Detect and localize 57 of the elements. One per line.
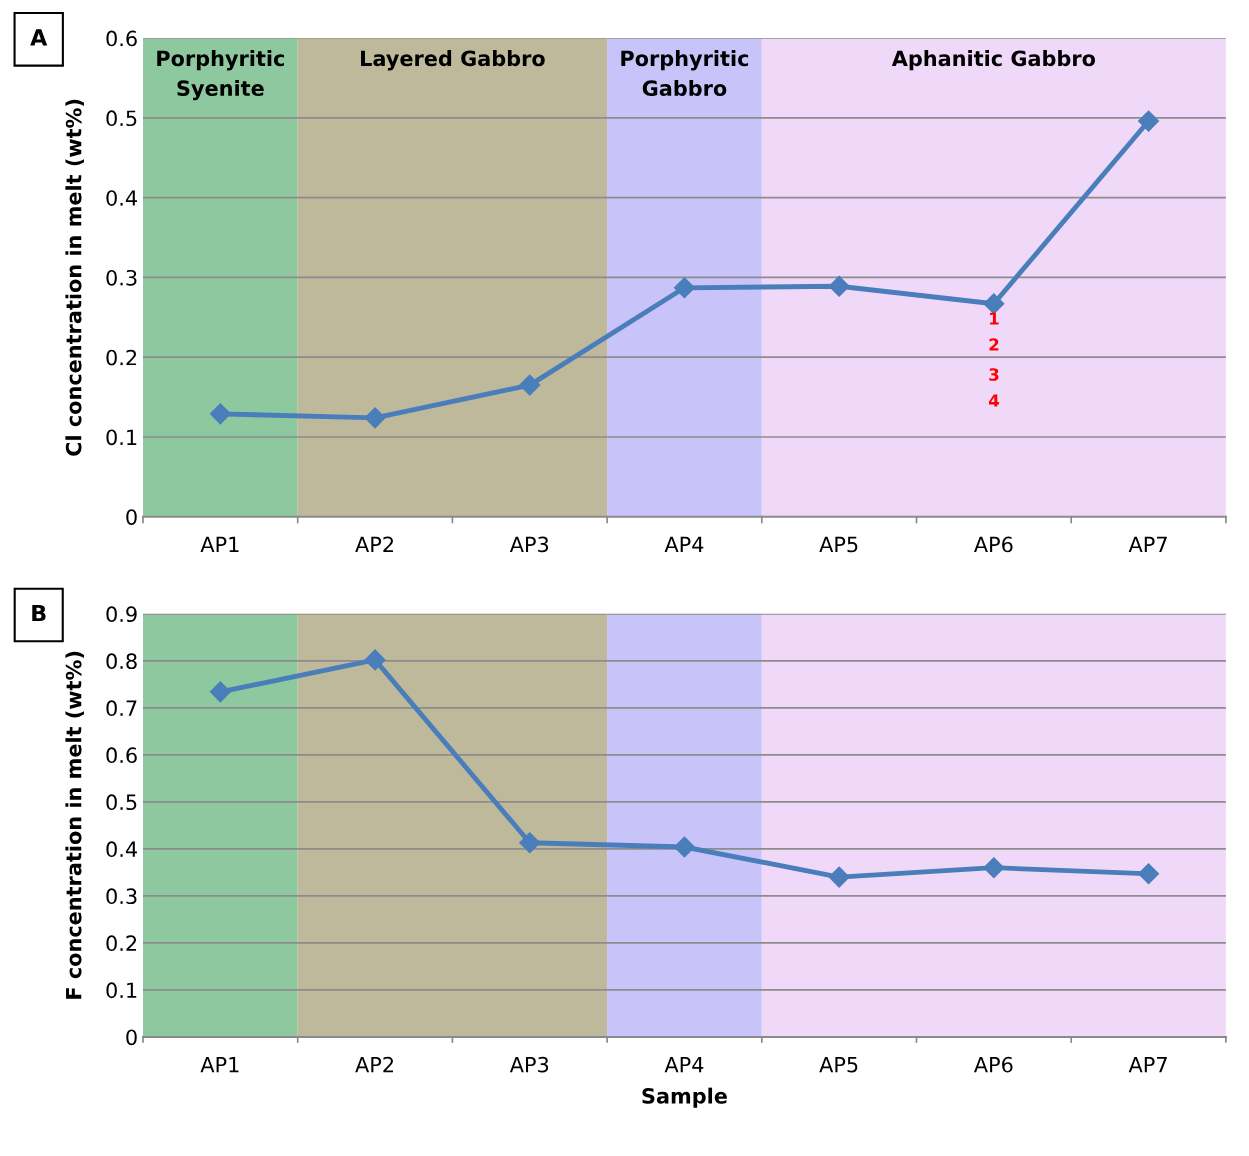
x-tick-label: AP3 <box>509 1056 549 1073</box>
y-tick-label: 0.5 <box>106 110 137 127</box>
x-tick-label: AP7 <box>1128 536 1167 553</box>
y-tick-label: 0 <box>126 509 137 525</box>
band-label: Layered Gabbro <box>361 50 545 71</box>
text: A <box>30 29 48 46</box>
x-tick-label: AP4 <box>664 536 704 553</box>
point <box>519 832 541 854</box>
band-label: Porphyritic Gabbro <box>621 50 749 97</box>
y-tick-label: 0.4 <box>106 190 137 206</box>
y-tick-label: 0.9 <box>106 606 137 623</box>
point <box>364 649 386 671</box>
y-tick-label: 0.6 <box>106 747 137 764</box>
x-tick-label: AP1 <box>200 1057 239 1073</box>
point <box>209 681 231 703</box>
point <box>673 277 695 299</box>
y-tick-label: 0.5 <box>106 794 137 811</box>
y-tick-label: 0.6 <box>106 30 137 47</box>
x-tick-label: AP4 <box>664 1057 704 1073</box>
point <box>209 403 231 425</box>
point <box>364 407 386 429</box>
x-tick-label: AP2 <box>355 1056 394 1073</box>
x-tick-label: AP5 <box>819 1057 858 1073</box>
y-axis-title: F concentration in melt (wt%) <box>65 651 84 999</box>
x-tick-label: AP6 <box>973 536 1013 553</box>
y-tick-label: 0 <box>126 1029 137 1046</box>
point <box>1138 110 1160 132</box>
annotation: 1 <box>990 312 999 325</box>
y-tick-label: 0.7 <box>106 700 137 717</box>
y-tick-label: 0.4 <box>106 841 137 858</box>
annotation: 2 <box>989 338 999 351</box>
y-tick-label: 0.2 <box>106 349 137 366</box>
x-tick-label: AP5 <box>819 536 858 553</box>
x-axis-title: Sample <box>642 1087 727 1108</box>
y-tick-label: 0.3 <box>106 269 137 286</box>
point <box>828 866 850 888</box>
band-label: Aphanitic Gabbro <box>891 50 1096 71</box>
x-tick-label: AP3 <box>509 536 549 553</box>
y-tick-label: 0.8 <box>106 653 137 670</box>
y-tick-label: 0.1 <box>106 982 137 999</box>
x-tick-label: AP7 <box>1128 1057 1167 1073</box>
x-tick-label: AP1 <box>200 536 239 553</box>
annotation: 3 <box>989 368 999 381</box>
annotation: 4 <box>988 394 1000 407</box>
point <box>673 836 695 858</box>
y-axis-title: Cl concentration in melt (wt%) <box>65 99 84 456</box>
y-tick-label: 0.3 <box>106 888 137 905</box>
x-tick-label: AP2 <box>355 536 394 553</box>
text: B <box>32 604 46 622</box>
y-tick-label: 0.1 <box>106 429 137 446</box>
x-tick-label: AP6 <box>973 1056 1013 1073</box>
point <box>1138 863 1160 885</box>
band-label: Porphyritic Syenite <box>157 50 284 101</box>
point <box>983 857 1005 879</box>
point <box>828 275 850 297</box>
y-tick-label: 0.2 <box>106 935 137 952</box>
point <box>519 374 541 396</box>
